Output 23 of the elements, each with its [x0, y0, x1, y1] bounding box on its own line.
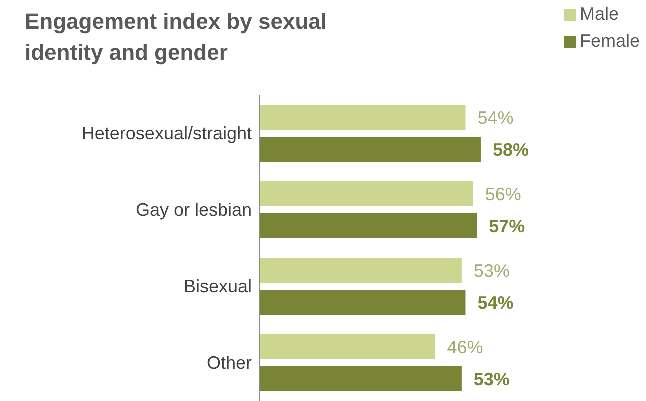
- bar: [260, 258, 462, 283]
- data-label: 54%: [478, 108, 514, 128]
- bar: [260, 334, 436, 360]
- bar: [260, 290, 466, 315]
- bar: [260, 137, 481, 162]
- data-label: 53%: [474, 369, 510, 390]
- y-tick-label: Heterosexual/straight: [82, 124, 252, 144]
- legend-label: Male: [578, 4, 620, 25]
- legend-label: Female: [578, 31, 640, 52]
- y-tick-label: Other: [206, 353, 252, 374]
- bar: [260, 182, 474, 206]
- data-label: 57%: [489, 216, 526, 236]
- data-label: 54%: [478, 292, 514, 313]
- data-label: 56%: [485, 184, 522, 204]
- bar: [260, 214, 478, 238]
- data-label: 58%: [492, 140, 529, 160]
- chart-title: Engagement index by sexual identity and gender: [25, 8, 328, 67]
- data-label: 46%: [447, 337, 484, 358]
- y-tick-label: Bisexual: [184, 276, 252, 297]
- bar: [260, 105, 466, 130]
- data-label: 53%: [474, 260, 510, 281]
- y-tick-label: Gay or lesbian: [136, 200, 252, 220]
- bar: [260, 366, 462, 392]
